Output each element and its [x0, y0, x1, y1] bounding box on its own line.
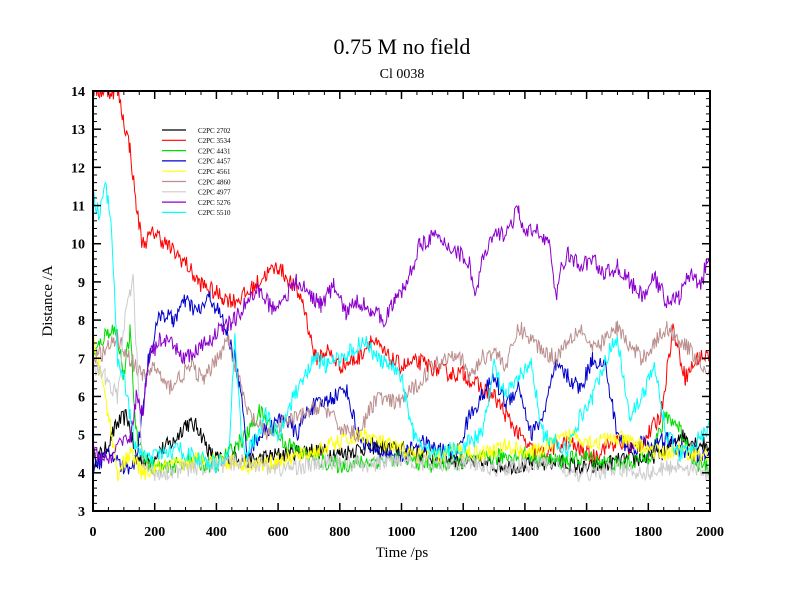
axes-layer: 0 200 400 600 800 1000 1200 1400 1600 1800 2000 3 4 5… — [71, 85, 724, 540]
y-tick-label: 9 — [78, 276, 85, 291]
y-tick-label: 14 — [71, 85, 85, 100]
y-tick-label: 10 — [71, 238, 85, 253]
legend-label: C2PC 4977 — [198, 189, 231, 197]
chart-subtitle: Cl 0038 — [380, 67, 425, 82]
series-line-7 — [93, 205, 710, 466]
x-tick-label: 600 — [268, 525, 289, 540]
series-line-3 — [93, 291, 710, 475]
x-tick-label: 800 — [329, 525, 350, 540]
legend-label: C2PC 4561 — [198, 168, 231, 176]
x-axis-label: Time /ps — [376, 545, 429, 561]
series-line-1 — [93, 91, 710, 464]
y-tick-label: 13 — [71, 123, 85, 138]
x-tick-label: 1400 — [511, 525, 539, 540]
series-layer — [93, 91, 710, 483]
y-tick-label: 8 — [78, 314, 85, 329]
series-line-4 — [93, 336, 710, 482]
x-tick-label: 2000 — [696, 525, 724, 540]
y-tick-label: 6 — [78, 390, 85, 405]
y-tick-label: 11 — [72, 200, 85, 215]
y-tick-label: 12 — [71, 161, 85, 176]
x-tick-label: 1800 — [634, 525, 662, 540]
legend-label: C2PC 2702 — [198, 127, 231, 135]
legend: C2PC 2702 C2PC 3534 C2PC 4431 C2PC 4457 C2PC… — [162, 127, 231, 217]
chart-title: 0.75 M no field — [334, 34, 471, 59]
legend-label: C2PC 3534 — [198, 137, 231, 145]
legend-label: C2PC 4860 — [198, 178, 231, 186]
x-tick-label: 0 — [90, 525, 97, 540]
x-tick-label: 1000 — [388, 525, 416, 540]
x-tick-label: 200 — [144, 525, 165, 540]
series-line-6 — [93, 274, 710, 483]
y-tick-label: 4 — [78, 467, 85, 482]
x-tick-label: 1200 — [449, 525, 477, 540]
x-tick-label: 1600 — [573, 525, 601, 540]
series-line-8 — [93, 181, 710, 474]
y-axis-label: Distance /A — [40, 265, 56, 336]
legend-label: C2PC 5510 — [198, 209, 231, 217]
legend-label: C2PC 4431 — [198, 147, 231, 155]
y-tick-label: 7 — [78, 352, 85, 367]
y-tick-label: 5 — [78, 429, 85, 444]
legend-label: C2PC 4457 — [198, 158, 231, 166]
legend-label: C2PC 5276 — [198, 199, 231, 207]
x-tick-label: 400 — [206, 525, 227, 540]
y-tick-label: 3 — [78, 505, 85, 520]
